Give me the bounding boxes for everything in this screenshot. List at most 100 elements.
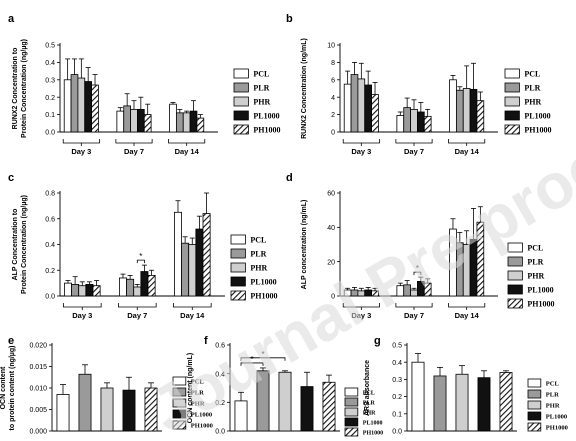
day-bracket [168, 139, 206, 144]
significance-bracket [240, 362, 264, 366]
bar-day3-phr [357, 78, 366, 133]
y-axis-label: RUNX2 Concentration (ng/mL) [301, 38, 308, 139]
y-tick-label: 0.4 [215, 371, 225, 378]
legend-swatch-plr [344, 397, 359, 407]
panel-letter: a [8, 13, 15, 25]
bar-day7-plr [123, 105, 131, 133]
legend-swatch-ph1000 [507, 298, 523, 309]
y-axis-label: OCN content (ng/mL) [187, 353, 194, 423]
y-axis-label: Protein Concentration (ng/µg) [21, 195, 28, 294]
day-label: Day 7 [127, 311, 147, 320]
bar-day7-plr [126, 278, 135, 297]
y-axis-label: Protein Concentration (ng/µg) [21, 39, 28, 138]
day-bracket [118, 303, 157, 308]
y-tick-label: 0.4 [45, 242, 55, 249]
bar-day3-pcl [63, 79, 72, 133]
day-label: Day 14 [175, 147, 200, 156]
legend-swatch-ph1000 [230, 290, 246, 301]
y-tick-label: 0.005 [29, 407, 47, 414]
bar-day14-pcl [449, 79, 457, 133]
bar-day7-phr [130, 108, 138, 133]
y-tick-label: 0 [331, 130, 335, 137]
bar-ph1000 [322, 381, 336, 432]
day-bracket [115, 139, 153, 144]
bar-pcl [411, 361, 425, 432]
bar-day14-ph1000 [202, 213, 211, 297]
significance-star: * [261, 350, 264, 359]
legend-label-phr: PHR [524, 98, 541, 107]
significance-bracket [240, 357, 286, 361]
legend-label-plr: PLR [546, 392, 559, 399]
legend-label-pcl: PCL [250, 236, 266, 245]
legend-label-plr: PLR [363, 401, 376, 407]
day-bracket [62, 139, 100, 144]
y-tick-label: 0.0 [45, 130, 55, 137]
y-tick-label: 4 [331, 95, 335, 102]
bar-day7-phr [133, 286, 142, 297]
bar-day14-pl1000 [469, 88, 478, 133]
y-tick-label: 0.0 [45, 294, 55, 301]
legend-label-pl1000: PL1000 [527, 286, 553, 295]
y-tick-label: 0.0 [215, 429, 225, 436]
legend-swatch-pl1000 [230, 276, 246, 287]
day-bracket [63, 303, 102, 308]
y-tick-label: 0.1 [392, 411, 402, 418]
significance-bracket [413, 271, 422, 276]
legend-label-ph1000: PH1000 [363, 431, 383, 437]
day-bracket [448, 139, 486, 144]
day-label: Day 3 [351, 311, 371, 320]
legend-swatch-ph1000 [527, 422, 542, 432]
bar-pl1000 [122, 389, 136, 432]
bar-pl1000 [300, 386, 314, 432]
legend-swatch-phr [504, 96, 520, 107]
panel-letter: b [286, 13, 293, 25]
bar-day14-ph1000 [196, 117, 205, 133]
bar-day3-plr [70, 74, 79, 133]
bar-day14-phr [462, 88, 471, 133]
legend-swatch-plr [527, 389, 542, 399]
y-tick-label: 0.2 [45, 268, 55, 275]
y-tick-label: 40 [327, 225, 335, 232]
legend-label-ph1000: PH1000 [191, 423, 213, 430]
day-bracket [448, 303, 486, 308]
bar-plr [78, 373, 92, 432]
y-tick-label: 0.6 [45, 216, 55, 223]
legend-swatch-pcl [504, 68, 520, 79]
bar-day3-pcl [343, 83, 352, 133]
legend-label-ph1000: PH1000 [527, 300, 554, 309]
y-tick-label: 0.4 [45, 60, 55, 67]
bar-day7-phr [410, 108, 418, 133]
legend-swatch-ph1000 [172, 420, 187, 430]
legend-label-pl1000: PL1000 [524, 112, 550, 121]
bar-day7-ph1000 [143, 114, 152, 133]
bar-day14-pl1000 [189, 110, 198, 133]
y-tick-label: 10 [327, 43, 335, 50]
legend-swatch-pcl [344, 387, 359, 397]
day-label: Day 14 [455, 147, 480, 156]
legend-swatch-pl1000 [507, 284, 523, 295]
legend-label-pl1000: PL1000 [191, 412, 212, 419]
y-tick-label: 0.8 [45, 191, 55, 198]
bar-day14-plr [175, 112, 184, 133]
panel-letter: e [8, 335, 14, 347]
bar-day7-pcl [396, 115, 405, 133]
legend-label-plr: PLR [527, 258, 543, 267]
legend-swatch-pl1000 [233, 110, 249, 121]
legend-label-ph1000: PH1000 [546, 425, 568, 432]
bar-day3-pl1000 [85, 284, 94, 297]
bar-day14-pl1000 [195, 228, 204, 297]
bar-day3-pl1000 [364, 84, 372, 133]
panel-letter: g [374, 335, 381, 347]
panel-f: f 0.0 0.2 0.4 0.6 OCN content (ng/mL) * * PCL PLR… [187, 335, 383, 437]
day-label: Day 3 [72, 311, 92, 320]
y-tick-label: 0.2 [215, 400, 225, 407]
y-tick-label: 60 [327, 191, 335, 198]
bar-day14-ph1000 [476, 100, 485, 133]
bar-day7-plr [403, 107, 411, 133]
bar-day7-pcl [116, 110, 125, 133]
legend-swatch-pcl [172, 376, 187, 386]
y-axis-label: ARS absorbance [364, 360, 371, 416]
legend-swatch-phr [233, 96, 249, 107]
legend-swatch-pl1000 [527, 411, 542, 421]
